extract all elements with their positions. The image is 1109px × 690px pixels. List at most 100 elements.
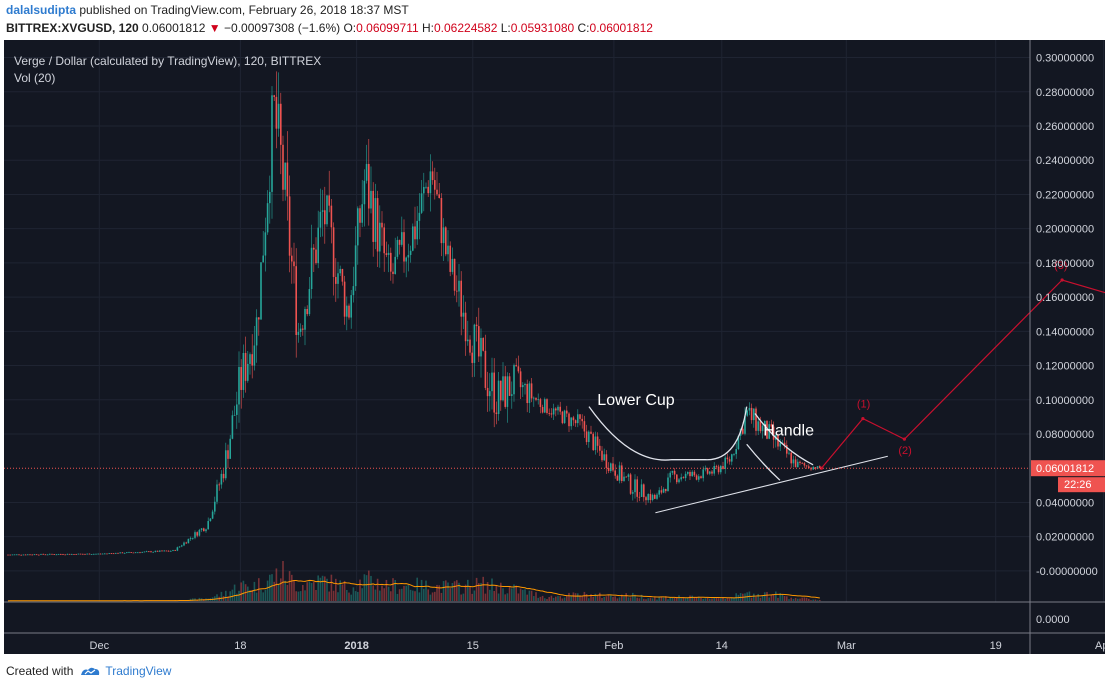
chart-grid <box>4 40 1105 602</box>
candle-body <box>724 457 726 469</box>
candle-body <box>203 528 205 532</box>
volume-bar <box>460 594 462 601</box>
tradingview-link[interactable]: TradingView <box>79 664 171 678</box>
y-tick-label: 0.04000000 <box>1036 497 1094 509</box>
candle-body <box>68 553 71 555</box>
volume-bar <box>295 591 297 601</box>
volume-bar <box>445 580 447 601</box>
x-tick-label: Feb <box>604 640 623 652</box>
volume-bar <box>812 599 814 601</box>
down-arrow-icon: ▼ <box>208 21 221 35</box>
candle-body <box>55 554 58 556</box>
candle-body <box>742 428 744 434</box>
candle-body <box>755 408 757 431</box>
candle-body <box>370 190 372 209</box>
candle-body <box>229 438 231 459</box>
candle-body <box>638 496 641 498</box>
volume-bar <box>253 581 256 601</box>
volume-bar <box>698 596 700 601</box>
candle-body <box>9 554 11 556</box>
forecast-point <box>902 437 907 441</box>
volume-bar <box>456 580 458 601</box>
volume-bar <box>511 588 513 601</box>
candle-body <box>189 538 192 539</box>
candle-body <box>194 532 196 538</box>
volume-bar <box>493 590 495 601</box>
candle-body <box>361 204 363 223</box>
volume-bar <box>684 598 687 601</box>
volume-bar <box>792 598 795 601</box>
volume-bar <box>372 585 374 601</box>
volume-bar <box>667 599 669 601</box>
candle-body <box>574 420 577 424</box>
candle-body <box>376 198 379 252</box>
candle-body <box>95 553 97 555</box>
volume-bar <box>526 594 528 601</box>
volume-bar <box>491 578 493 601</box>
volume-pane <box>7 561 821 602</box>
volume-bar <box>581 596 583 601</box>
y-tick-label: 0.12000000 <box>1036 361 1094 373</box>
author-link[interactable]: dalalsudipta <box>6 3 77 17</box>
candle-body <box>372 190 374 242</box>
volume-bar <box>376 578 379 601</box>
candle-body <box>651 494 654 501</box>
candle-body <box>90 554 93 555</box>
volume-bar <box>418 592 421 601</box>
volume-bar <box>519 588 522 601</box>
candle-body <box>458 280 460 292</box>
volume-bar <box>750 597 753 601</box>
candle-body <box>792 459 795 464</box>
candle-body <box>205 529 207 532</box>
volume-bar <box>247 586 249 601</box>
volume-bar <box>390 591 392 601</box>
candle-body <box>603 454 605 461</box>
candle-body <box>504 376 506 407</box>
volume-bar <box>715 597 718 601</box>
candle-body <box>676 474 678 483</box>
candle-body <box>453 258 456 291</box>
volume-bar <box>544 598 546 601</box>
volume-bar <box>601 598 603 601</box>
volume-bar <box>242 580 245 601</box>
volume-bar <box>572 592 575 601</box>
candle-body <box>220 473 223 485</box>
candle-body <box>273 95 275 97</box>
candle-body <box>737 435 740 450</box>
candle-body <box>262 255 264 263</box>
candle-body <box>790 452 792 464</box>
candle-body <box>258 317 260 320</box>
candle-body <box>797 461 799 468</box>
candle-body <box>216 484 218 502</box>
volume-bar <box>649 597 652 601</box>
candle-body <box>266 203 269 233</box>
candle-body <box>409 250 412 255</box>
volume-bar <box>251 589 253 601</box>
volume-bar <box>304 590 306 601</box>
volume-bar <box>537 597 539 601</box>
volume-bar <box>761 595 764 601</box>
volume-bar <box>473 590 476 601</box>
volume-bar <box>348 592 350 601</box>
candle-body <box>814 467 817 469</box>
volume-bar <box>662 597 665 601</box>
volume-bar <box>810 600 812 601</box>
candle-body <box>442 227 445 244</box>
volume-bar <box>636 597 638 601</box>
y-tick-label: 0.20000000 <box>1036 224 1094 236</box>
candle-body <box>77 553 80 555</box>
chart-background <box>4 40 1105 654</box>
volume-bar <box>561 598 564 601</box>
candle-body <box>299 328 302 332</box>
handle-label: Handle <box>763 423 814 440</box>
candle-body <box>423 187 425 194</box>
candle-body <box>612 463 614 471</box>
volume-bar <box>403 585 405 601</box>
cup-curve <box>588 406 748 461</box>
volume-bar <box>240 582 242 601</box>
candle-body <box>178 546 181 548</box>
volume-bar <box>326 578 328 601</box>
volume-bar <box>429 594 432 601</box>
candle-body <box>449 245 451 272</box>
